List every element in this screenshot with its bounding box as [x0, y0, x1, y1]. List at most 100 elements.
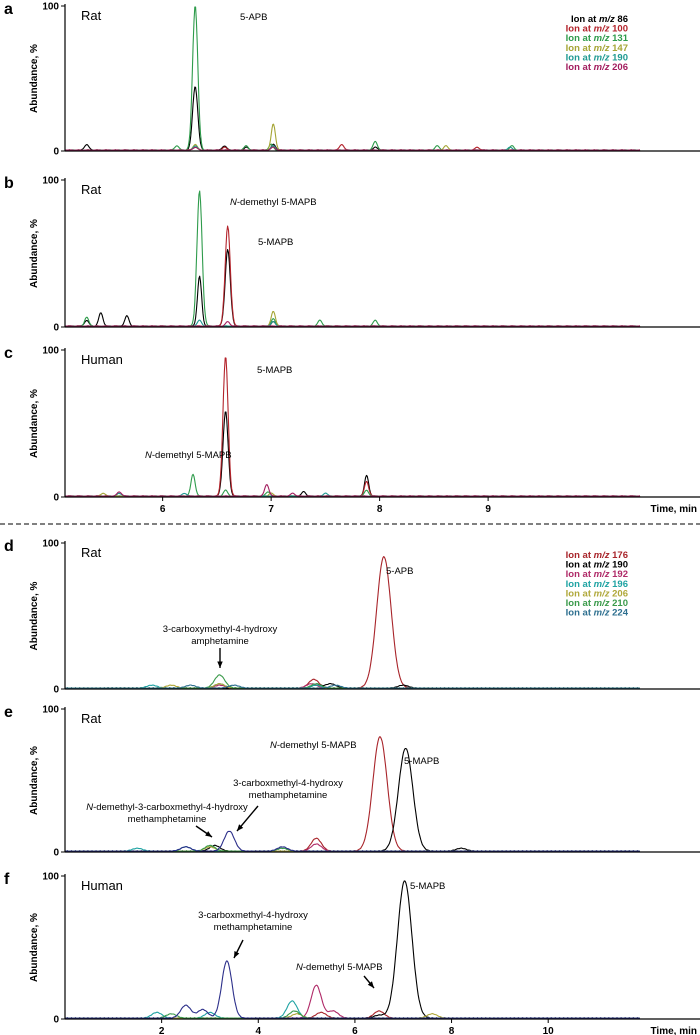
arrow-head — [234, 951, 240, 958]
trace-mz-86 — [64, 249, 641, 327]
y-axis-label: Abundance, % — [29, 581, 40, 650]
legend-entry-mz-147: Ion at m/z 147 — [566, 43, 628, 54]
y-tick-label: 100 — [42, 346, 59, 357]
x-axis-label: Time, min — [651, 1026, 698, 1035]
peak-annotation: 3-carboxmethyl-4-hydroxy — [198, 910, 308, 921]
trace-mz-224 — [64, 830, 640, 852]
x-tick-label: 8 — [449, 1026, 455, 1035]
legend-entry-mz-176: Ion at m/z 176 — [566, 550, 628, 561]
trace-mz-206 — [64, 846, 640, 852]
peak-annotation: methamphetamine — [249, 790, 328, 801]
peak-annotation: 5-MAPB — [257, 365, 292, 376]
x-tick-label: 2 — [159, 1026, 165, 1035]
trace-mz-192 — [64, 984, 640, 1019]
panel-letter: e — [4, 704, 13, 721]
panel-b: b Rat Abundance, % 0 100 N-demethyl 5-MAPB 5-M… — [4, 175, 700, 334]
peak-annotation: 5-MAPB — [258, 237, 293, 248]
trace-mz-210 — [64, 674, 641, 689]
peak-annotation: 5-APB — [386, 566, 413, 577]
x-axis-label: Time, min — [651, 504, 698, 515]
arrow-head — [217, 661, 223, 668]
legend-entry-mz-131: Ion at m/z 131 — [566, 33, 629, 44]
legend-entry-mz-206: Ion at m/z 206 — [566, 62, 628, 73]
y-tick-label: 0 — [53, 685, 59, 696]
x-tick-label: 6 — [352, 1026, 358, 1035]
panel-letter: a — [4, 1, 13, 18]
panel-e: e Rat Abundance, % 0 100 N-demethyl 5-MAPB 5-M… — [4, 704, 700, 859]
legend-entry-mz-100: Ion at m/z 100 — [566, 24, 628, 35]
peak-annotation: methamphetamine — [128, 814, 207, 825]
panel-letter: f — [4, 871, 10, 888]
y-axis-label: Abundance, % — [29, 913, 40, 982]
y-axis-label: Abundance, % — [29, 44, 40, 113]
trace-mz-100 — [64, 357, 641, 497]
legend-entry-mz-206: Ion at m/z 206 — [566, 588, 628, 599]
y-tick-label: 100 — [42, 539, 59, 550]
legend-entry-mz-192: Ion at m/z 192 — [566, 569, 628, 580]
species-label: Rat — [81, 711, 102, 726]
peak-annotation: N-demethyl 5-MAPB — [270, 740, 357, 751]
species-label: Rat — [81, 8, 102, 23]
trace-mz-196 — [64, 846, 640, 852]
y-axis-label: Abundance, % — [29, 746, 40, 815]
panel-f: f Human Abundance, % 0 100 2 4 6 8 10 Time, min 5-M… — [4, 871, 700, 1035]
y-axis-label: Abundance, % — [29, 219, 40, 288]
y-tick-label: 100 — [42, 705, 59, 716]
peak-annotation: N-demethyl 5-MAPB — [296, 962, 383, 973]
trace-mz-147 — [64, 123, 641, 151]
peak-annotation: 5-APB — [240, 12, 267, 23]
peak-annotation: methamphetamine — [214, 922, 293, 933]
legend-entry-mz-210: Ion at m/z 210 — [566, 598, 628, 609]
panel-letter: c — [4, 345, 13, 362]
trace-mz-176 — [64, 556, 641, 689]
trace-mz-206 — [64, 321, 641, 327]
legend-entry-mz-190: Ion at m/z 190 — [566, 560, 628, 571]
trace-mz-196 — [64, 1000, 640, 1019]
x-tick-label: 10 — [543, 1026, 555, 1035]
y-axis-label: Abundance, % — [29, 389, 40, 458]
y-tick-label: 0 — [53, 147, 59, 158]
species-label: Rat — [81, 182, 102, 197]
y-tick-label: 0 — [53, 848, 59, 859]
y-tick-label: 0 — [53, 323, 59, 334]
peak-annotation: 3-carboxmethyl-4-hydroxy — [233, 778, 343, 789]
trace-mz-192 — [64, 843, 640, 852]
trace-mz-206 — [64, 146, 641, 151]
panel-letter: d — [4, 538, 14, 555]
peak-annotation: N-demethyl 5-MAPB — [230, 197, 317, 208]
legend-entry-mz-190: Ion at m/z 190 — [566, 52, 628, 63]
peak-annotation: 3-carboxymethyl-4-hydroxy — [163, 624, 278, 635]
trace-mz-131 — [64, 6, 641, 151]
trace-mz-176 — [64, 736, 640, 852]
trace-mz-190 — [64, 747, 640, 852]
y-tick-label: 0 — [53, 493, 59, 504]
trace-mz-206 — [64, 1013, 640, 1019]
trace-mz-86 — [64, 86, 641, 151]
species-label: Rat — [81, 545, 102, 560]
x-tick-label: 8 — [377, 504, 383, 515]
y-tick-label: 0 — [53, 1015, 59, 1026]
x-tick-label: 6 — [160, 504, 166, 515]
legend-entry-mz-196: Ion at m/z 196 — [566, 579, 628, 590]
legend-entry-mz-224: Ion at m/z 224 — [566, 608, 629, 619]
arrow-head — [237, 824, 244, 831]
trace-mz-100 — [64, 225, 641, 327]
trace-mz-206 — [64, 484, 641, 497]
trace-mz-196 — [64, 683, 641, 689]
peak-annotation: amphetamine — [191, 636, 249, 647]
x-tick-label: 7 — [268, 504, 274, 515]
trace-mz-131 — [64, 190, 641, 327]
peak-annotation: N-demethyl-3-carboxmethyl-4-hydroxy — [86, 802, 248, 813]
panel-d: d Rat Abundance, % 0 100 5-APB 3-carboxymethyl… — [4, 538, 700, 696]
trace-mz-192 — [64, 683, 641, 689]
trace-mz-147 — [64, 310, 641, 327]
peak-annotation: 5-MAPB — [404, 756, 439, 767]
panel-letter: b — [4, 175, 14, 192]
species-label: Human — [81, 352, 123, 367]
trace-mz-190 — [64, 880, 640, 1019]
peak-annotation: 5-MAPB — [410, 881, 445, 892]
x-tick-label: 4 — [255, 1026, 261, 1035]
